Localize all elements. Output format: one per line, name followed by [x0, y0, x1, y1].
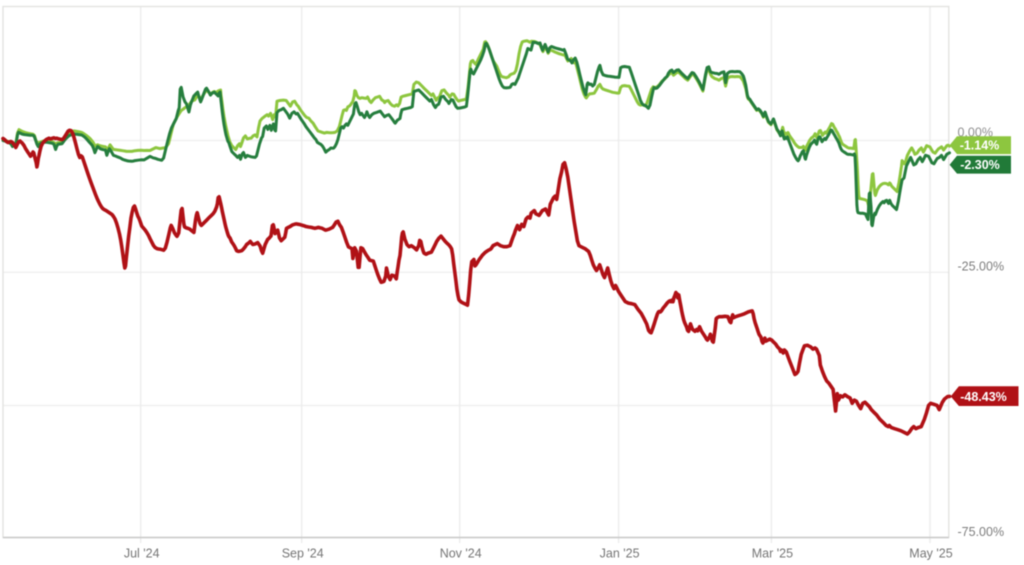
svg-text:Mar '25: Mar '25 — [752, 547, 793, 561]
svg-text:May '25: May '25 — [909, 547, 952, 561]
svg-text:-48.43%: -48.43% — [960, 390, 1007, 404]
svg-text:-1.14%: -1.14% — [960, 139, 1000, 153]
svg-text:-25.00%: -25.00% — [958, 260, 1005, 274]
svg-text:Nov '24: Nov '24 — [440, 547, 482, 561]
svg-text:0.00%: 0.00% — [958, 126, 993, 140]
svg-text:Jan '25: Jan '25 — [600, 547, 640, 561]
svg-text:-75.00%: -75.00% — [958, 525, 1005, 539]
svg-text:Jul '24: Jul '24 — [124, 547, 160, 561]
svg-text:-2.30%: -2.30% — [960, 158, 1000, 172]
svg-text:Sep '24: Sep '24 — [282, 547, 324, 561]
